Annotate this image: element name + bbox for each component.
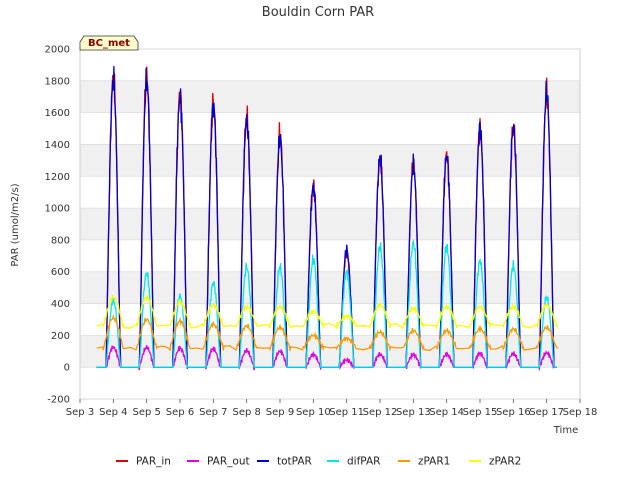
y-tick-label: 1000 — [45, 204, 70, 215]
series-line-zpar2 — [96, 294, 558, 331]
legend: PAR_in PAR_out totPAR difPAR zPAR1 zPAR2 — [116, 456, 521, 468]
legend-label: zPAR2 — [489, 456, 521, 468]
series-line-zpar1 — [96, 314, 559, 352]
y-tick-label: 0 — [64, 363, 70, 374]
site-badge: BC_met — [79, 35, 139, 51]
x-tick-label: Sep 15 — [463, 407, 498, 418]
x-tick-label: Sep 5 — [132, 407, 160, 418]
y-tick-label: 800 — [51, 235, 70, 246]
site-badge-label: BC_met — [88, 38, 130, 49]
y-tick-label: 1600 — [45, 108, 70, 119]
x-tick-label: Sep 13 — [396, 407, 431, 418]
x-tick-label: Sep 8 — [232, 407, 260, 418]
legend-label: PAR_in — [136, 456, 171, 468]
series-line-difpar — [96, 239, 557, 368]
y-tick-label: 1200 — [45, 172, 70, 183]
background-band — [80, 80, 580, 113]
background-band — [80, 271, 580, 304]
y-tick-label: 600 — [51, 267, 70, 278]
background-band — [80, 335, 580, 368]
x-tick-label: Sep 10 — [296, 407, 331, 418]
legend-label: totPAR — [277, 456, 312, 468]
x-tick-label: Sep 14 — [429, 407, 464, 418]
x-axis-label: Time — [553, 425, 578, 436]
y-tick-label: -200 — [47, 395, 70, 406]
x-tick-label: Sep 11 — [329, 407, 364, 418]
background-bands — [80, 80, 580, 368]
background-band — [80, 144, 580, 177]
y-tick-label: 200 — [51, 331, 70, 342]
legend-label: PAR_out — [207, 456, 250, 468]
x-tick-label: Sep 9 — [266, 407, 294, 418]
y-axis-ticks: -200 0 200 400 600 800 1000 1200 1400 1600 1800 200… — [45, 45, 70, 406]
x-tick-label: Sep 7 — [199, 407, 227, 418]
x-tick-label: Sep 6 — [166, 407, 194, 418]
x-tick-label: Sep 18 — [563, 407, 598, 418]
background-band — [80, 208, 580, 240]
y-tick-label: 2000 — [45, 45, 70, 56]
legend-label: difPAR — [347, 456, 380, 468]
x-tick-label: Sep 17 — [529, 407, 564, 418]
y-tick-label: 1800 — [45, 76, 70, 87]
x-tick-label: Sep 4 — [99, 407, 127, 418]
chart-title: Bouldin Corn PAR — [262, 5, 374, 20]
x-tick-label: Sep 12 — [363, 407, 398, 418]
x-tick-label: Sep 16 — [496, 407, 531, 418]
x-axis-ticks: Sep 3 Sep 4 Sep 5 Sep 6 Sep 7 Sep 8 Sep 9 Sep 1… — [66, 399, 598, 418]
x-tick-label: Sep 3 — [66, 407, 94, 418]
y-axis-label: PAR (umol/m2/s) — [10, 183, 21, 266]
y-tick-label: 1400 — [45, 140, 70, 151]
legend-label: zPAR1 — [418, 456, 450, 468]
series-lines — [96, 66, 559, 372]
y-tick-label: 400 — [51, 299, 70, 310]
